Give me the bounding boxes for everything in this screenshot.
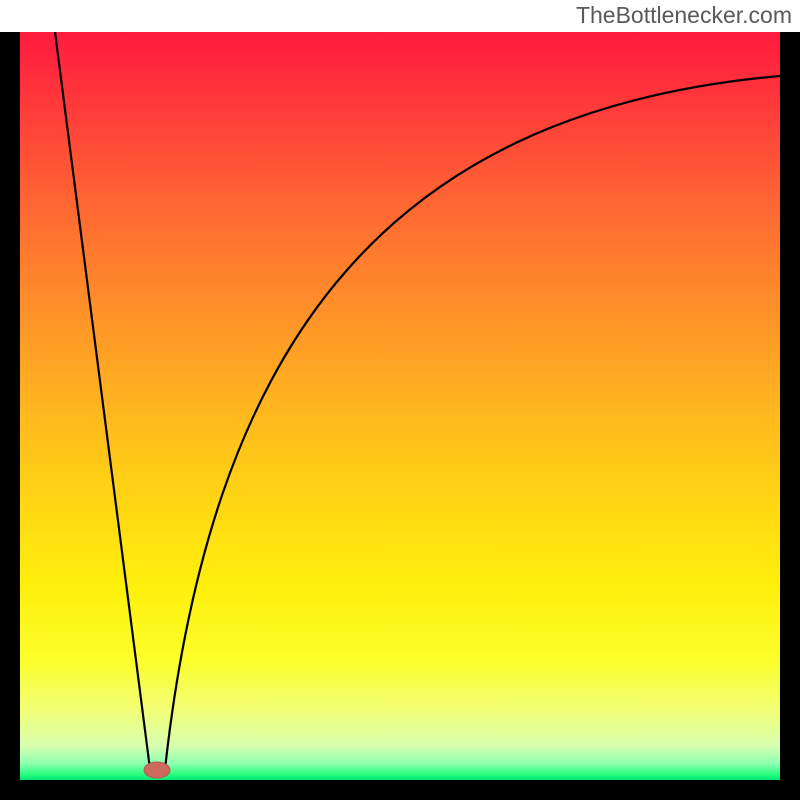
left-descent-line: [55, 32, 150, 769]
curve-layer: [20, 32, 780, 780]
frame-left: [0, 32, 20, 800]
plot-area: [20, 32, 780, 780]
chart-container: TheBottlenecker.com: [0, 0, 800, 800]
frame-right: [780, 32, 800, 800]
frame-bottom: [0, 780, 800, 800]
optimal-point-marker: [144, 762, 170, 778]
watermark-text: TheBottlenecker.com: [576, 2, 792, 29]
right-ascent-curve: [165, 76, 780, 769]
